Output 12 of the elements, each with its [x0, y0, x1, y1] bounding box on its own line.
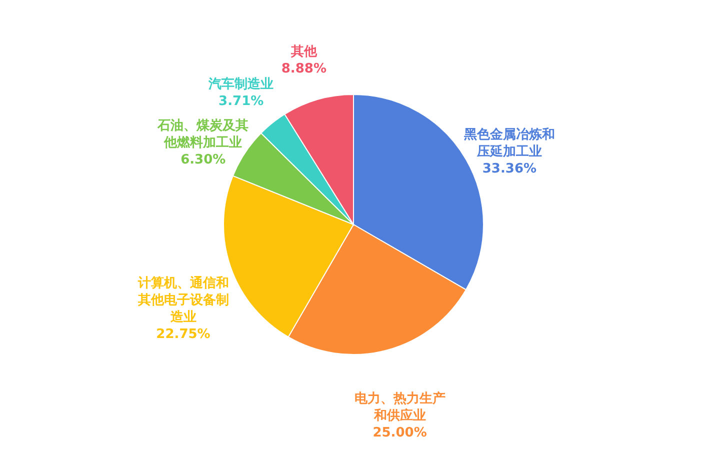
slice-label: 其他 [290, 44, 318, 60]
data-label: 25.00% [372, 425, 427, 440]
data-label: 8.88% [281, 61, 326, 76]
slice-label: 电力、热力生产和供应业 [354, 390, 446, 424]
data-label: 3.71% [218, 94, 264, 109]
data-label: 22.75% [156, 326, 210, 342]
data-label: 33.36% [482, 162, 537, 177]
slice-label: 石油、煤炭及其他燃料加工业 [156, 118, 249, 151]
slice-label: 计算机、通信和其他电子设备制造业 [136, 274, 229, 325]
slice-label: 黑色金属冶炼和压延加工业 [462, 126, 555, 160]
data-label: 6.30% [180, 152, 226, 168]
slice-label: 汽车制造业 [208, 76, 274, 92]
